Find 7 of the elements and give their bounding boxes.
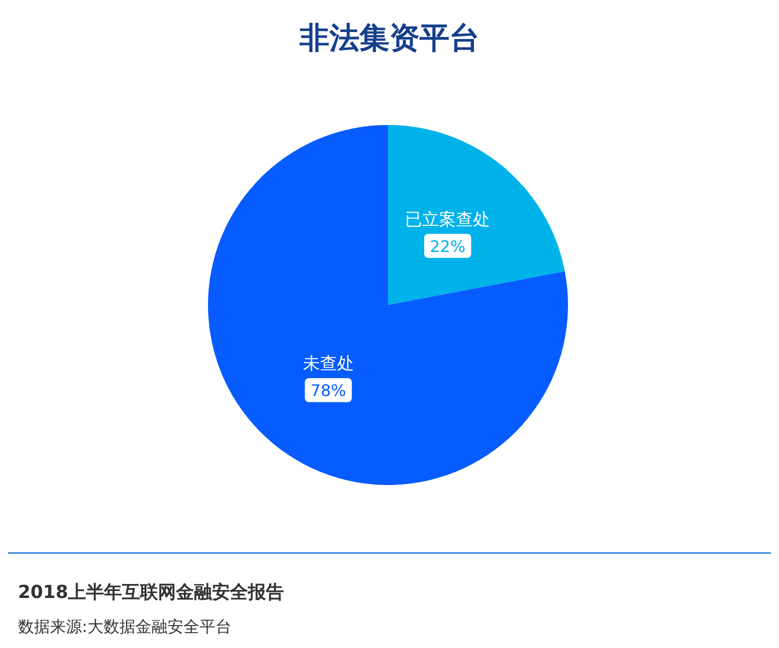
data-label: 22% <box>430 236 466 256</box>
slice-label: 未查处 <box>302 354 354 374</box>
text: 2018上半年互联网金融安全报告 <box>18 582 284 603</box>
data-label: 78% <box>310 381 346 400</box>
source-note: 数据来源:大数据金融安全平台 <box>18 617 232 636</box>
slice-label: 已立案查处 <box>405 210 490 230</box>
chart-title: 非法集资平台 <box>298 21 480 56</box>
